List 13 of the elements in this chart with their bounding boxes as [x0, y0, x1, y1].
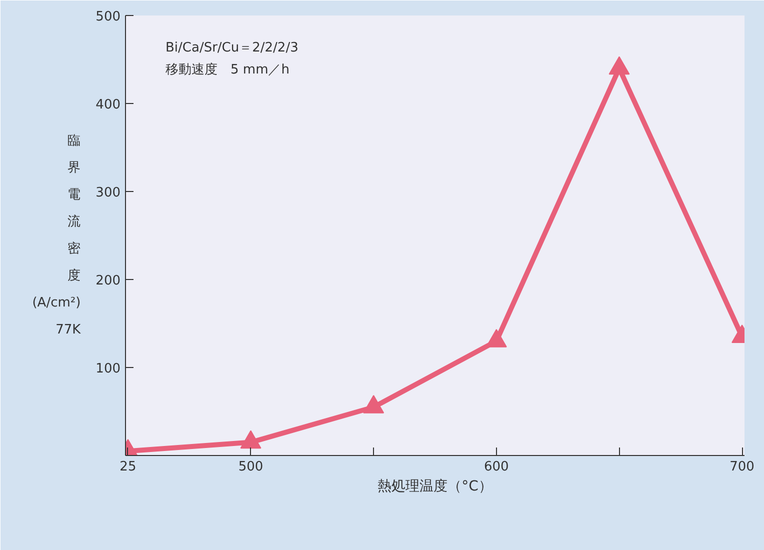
x-tick-label: 600 [484, 460, 509, 474]
y-tick-label: 200 [96, 274, 121, 288]
annotation: Bi/Ca/Sr/Cu＝2/2/2/3 [166, 40, 298, 56]
x-axis-title: 熱処理温度（°C） [378, 478, 492, 494]
x-tick-label: 25 [120, 460, 136, 474]
x-tick-label: 500 [238, 460, 264, 474]
y-tick-label: 400 [96, 98, 121, 112]
x-tick-label: 700 [730, 460, 754, 474]
y-tick-label: 100 [96, 362, 121, 376]
y-tick-label: 300 [96, 186, 121, 200]
y-tick-label: 500 [96, 10, 121, 24]
y-axis-title: 臨界電流密度 (A/cm²) 77K [32, 134, 82, 338]
annotation: 移動速度 5 mm／h [166, 62, 290, 78]
